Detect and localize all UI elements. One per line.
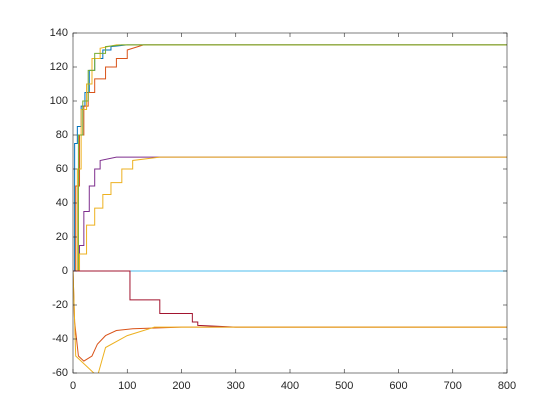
y-tick-label: 0	[62, 265, 68, 277]
y-tick-label: -40	[52, 333, 68, 345]
x-tick-label: 400	[281, 380, 299, 392]
series-line	[73, 270, 507, 373]
y-tick-label: 80	[56, 129, 68, 141]
x-tick-label: 300	[227, 380, 245, 392]
plot-lines	[73, 44, 507, 373]
x-tick-label: 600	[389, 380, 407, 392]
y-tick-label: -20	[52, 299, 68, 311]
x-tick-label: 100	[118, 380, 136, 392]
series-line	[73, 44, 507, 272]
y-tick-label: 100	[50, 95, 68, 107]
series-line	[73, 270, 507, 328]
y-tick-label: 60	[56, 163, 68, 175]
y-tick-label: 120	[50, 61, 68, 73]
series-line	[73, 44, 507, 272]
y-tick-label: 40	[56, 197, 68, 209]
x-tick-label: 800	[498, 380, 516, 392]
series-line	[73, 156, 507, 272]
series-line	[73, 270, 507, 362]
x-tick-label: 500	[335, 380, 353, 392]
x-tick-label: 200	[172, 380, 190, 392]
x-tick-label: 700	[444, 380, 462, 392]
y-tick-label: 140	[50, 27, 68, 39]
y-tick-label: 20	[56, 231, 68, 243]
series-line	[73, 156, 507, 272]
y-tick-label: -60	[52, 367, 68, 379]
x-tick-label: 0	[70, 380, 76, 392]
series-line	[73, 44, 507, 272]
